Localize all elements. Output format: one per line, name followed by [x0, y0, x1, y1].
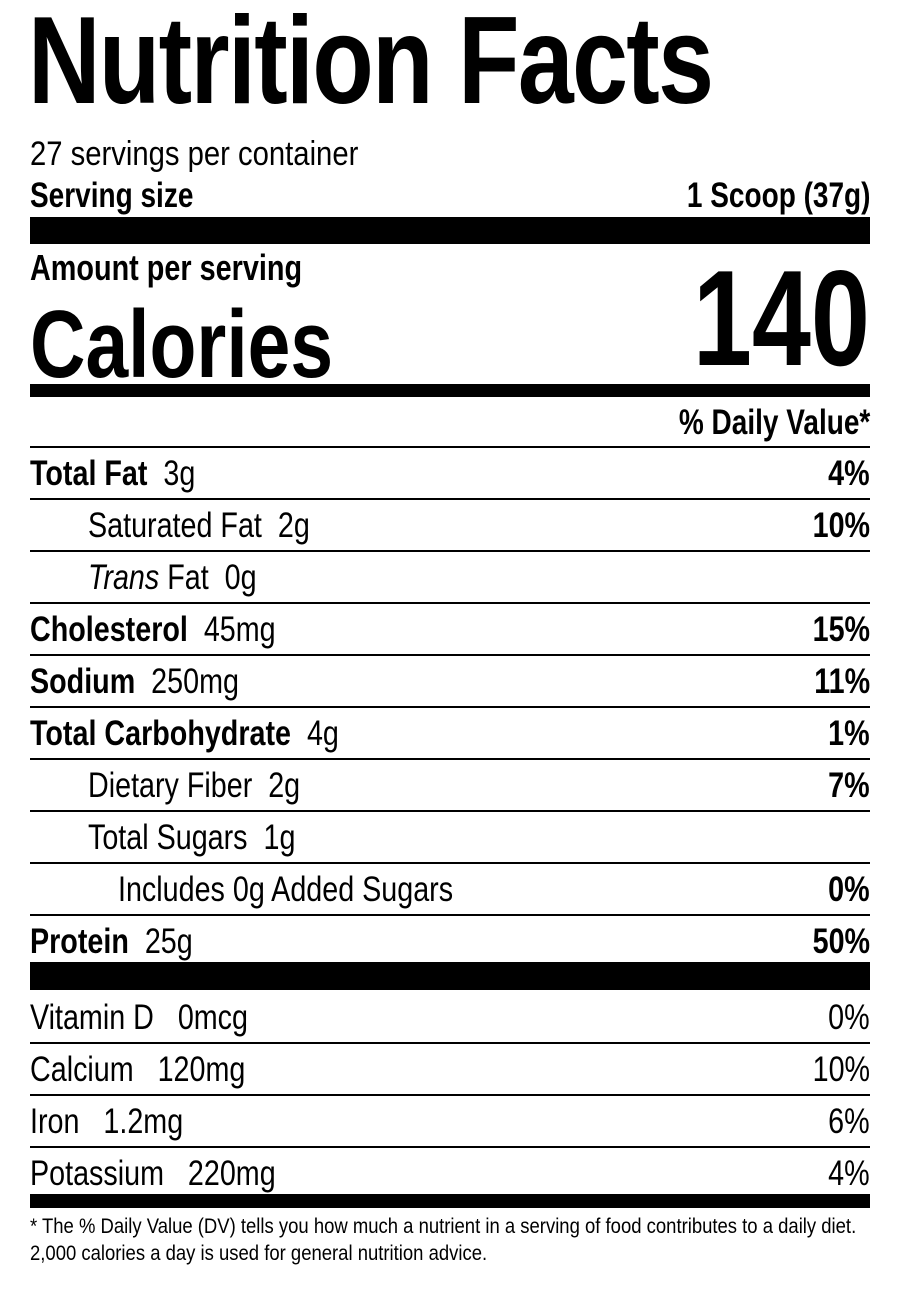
nutrient-amount: 250mg — [151, 662, 239, 701]
row-divider — [30, 602, 870, 604]
nutrient-amount: 1g — [263, 818, 296, 857]
nutrient-amount: 2g — [277, 506, 310, 545]
vitamin-amount: 1.2mg — [103, 1102, 184, 1141]
vitamin-amount: 0mcg — [177, 998, 249, 1037]
row-divider — [30, 446, 870, 448]
vitamin-daily-value: 10% — [812, 1050, 870, 1089]
serving-size-value: 1 Scoop (37g) — [641, 175, 870, 216]
vitamin-row: Potassium 220mg 4% — [30, 1148, 870, 1200]
title-text: Nutrition Facts — [28, 0, 714, 130]
nutrient-daily-value: 50% — [812, 922, 870, 961]
nutrient-row: Dietary Fiber 2g 7% — [30, 760, 870, 812]
nutrient-name: Protein — [30, 922, 129, 961]
nutrient-daily-value: 10% — [812, 506, 870, 545]
nutrient-name: Sodium — [30, 662, 136, 701]
row-divider — [30, 810, 870, 812]
nutrient-row: Protein 25g 50% — [30, 916, 870, 968]
nutrient-row: Total Carbohydrate 4g 1% — [30, 708, 870, 760]
nutrient-row: Cholesterol 45mg 15% — [30, 604, 870, 656]
calories-label: Calories — [30, 290, 409, 400]
nutrient-daily-value: 1% — [828, 714, 870, 753]
row-divider — [30, 1042, 870, 1044]
row-divider — [30, 706, 870, 708]
nutrient-amount: 0g — [224, 558, 257, 597]
amount-per-serving: Amount per serving — [30, 247, 370, 289]
nutrient-row: Total Fat 3g 4% — [30, 448, 870, 500]
row-divider — [30, 862, 870, 864]
footnote: * The % Daily Value (DV) tells you how m… — [30, 1213, 870, 1267]
nutrient-row: Sodium 250mg 11% — [30, 656, 870, 708]
nutrient-daily-value: 7% — [828, 766, 870, 805]
row-divider — [30, 758, 870, 760]
row-divider — [30, 550, 870, 552]
bottom-divider — [30, 1194, 870, 1208]
amount-per-serving-text: Amount per serving — [30, 247, 303, 288]
nutrient-row: Trans Fat 0g — [30, 552, 870, 604]
vitamin-daily-value: 0% — [828, 998, 870, 1037]
vitamin-name: Potassium — [30, 1154, 164, 1193]
nutrient-row: Saturated Fat 2g 10% — [30, 500, 870, 552]
vitamin-daily-value: 4% — [828, 1154, 870, 1193]
nutrient-amount: 25g — [144, 922, 193, 961]
nutrient-amount: 45mg — [203, 610, 276, 649]
nutrient-daily-value: 0% — [828, 870, 870, 909]
nutrient-name: Total Sugars — [88, 818, 248, 857]
nutrient-amount: 2g — [268, 766, 301, 805]
nutrient-amount: 3g — [163, 454, 196, 493]
nutrition-facts-title: Nutrition Facts — [28, 0, 873, 132]
nutrient-name: Saturated Fat — [88, 506, 262, 545]
vitamin-amount: 220mg — [187, 1154, 276, 1193]
footnote-text: * The % Daily Value (DV) tells you how m… — [30, 1215, 857, 1265]
vitamin-row: Iron 1.2mg 6% — [30, 1096, 870, 1148]
thick-divider — [30, 962, 870, 990]
row-divider — [30, 1146, 870, 1148]
row-divider — [30, 498, 870, 500]
thick-divider — [30, 217, 870, 244]
serving-size-value-text: 1 Scoop (37g) — [686, 176, 870, 215]
calories-value: 140 — [643, 240, 870, 396]
nutrient-name: Fat — [167, 558, 209, 597]
nutrient-name: Cholesterol — [30, 610, 188, 649]
nutrient-daily-value: 15% — [812, 610, 870, 649]
nutrient-daily-value: 4% — [828, 454, 870, 493]
nutrient-name-italic: Trans — [88, 558, 160, 597]
nutrient-name: Dietary Fiber — [88, 766, 253, 805]
servings-text: 27 servings per container — [30, 135, 359, 173]
vitamin-row: Vitamin D 0mcg 0% — [30, 992, 870, 1044]
nutrient-row: Total Sugars 1g — [30, 812, 870, 864]
nutrient-row: Includes 0g Added Sugars 0% — [30, 864, 870, 916]
nutrient-name: Total Carbohydrate — [30, 714, 291, 753]
calories-label-text: Calories — [30, 291, 334, 398]
row-divider — [30, 914, 870, 916]
vitamin-name: Calcium — [30, 1050, 134, 1089]
serving-size-label: Serving size — [30, 175, 234, 216]
daily-value-header: % Daily Value* — [631, 400, 870, 446]
vitamin-name: Iron — [30, 1102, 80, 1141]
nutrient-name: Includes 0g Added Sugars — [118, 870, 454, 909]
vitamin-daily-value: 6% — [828, 1102, 870, 1141]
calories-value-text: 140 — [693, 242, 870, 394]
vitamin-row: Calcium 120mg 10% — [30, 1044, 870, 1096]
serving-size-label-text: Serving size — [30, 176, 194, 215]
vitamin-amount: 120mg — [157, 1050, 246, 1089]
nutrient-name: Total Fat — [30, 454, 148, 493]
vitamin-name: Vitamin D — [30, 998, 154, 1037]
daily-value-header-text: % Daily Value* — [678, 403, 870, 442]
servings-per-container: 27 servings per container — [30, 134, 412, 174]
row-divider — [30, 1094, 870, 1096]
row-divider — [30, 654, 870, 656]
nutrient-amount: 4g — [306, 714, 339, 753]
medium-divider — [30, 384, 870, 397]
nutrient-daily-value: 11% — [814, 662, 870, 701]
